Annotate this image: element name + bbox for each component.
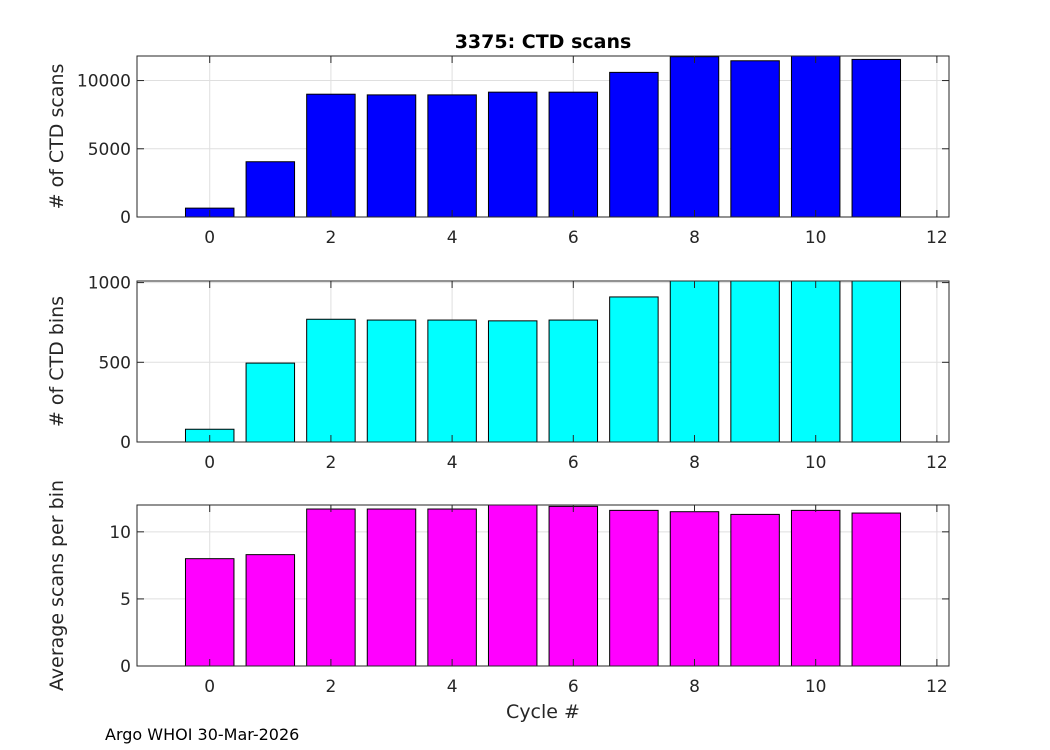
x-tick-label: 6 [568,677,579,697]
bar [669,280,720,443]
bar [790,280,841,443]
x-tick-label: 6 [568,453,579,473]
y-tick-label: 5 [120,590,131,610]
x-tick-label: 8 [689,228,700,248]
bar [487,504,538,667]
bar [790,509,841,667]
bar [548,505,599,667]
bar [730,60,780,218]
axes-box [136,55,950,218]
x-tick-label: 2 [325,677,336,697]
x-tick-label: 2 [325,453,336,473]
y-tick-label: 0 [120,433,131,453]
bar [427,508,477,667]
bar [548,319,599,443]
bar [427,94,477,218]
y-tick-label: 0 [120,208,131,228]
bar [306,93,356,218]
bar [851,280,902,443]
x-tick-label: 12 [926,228,948,248]
bar [306,318,356,443]
bar [245,554,296,667]
bar [366,508,417,667]
axes-box [136,280,950,443]
y-axis-label: # of CTD bins [46,296,68,427]
bar [669,56,720,218]
x-tick-label: 0 [204,677,215,697]
bar [548,91,599,218]
x-tick-label: 4 [447,228,458,248]
bar [366,94,417,218]
x-tick-label: 10 [805,677,827,697]
x-tick-label: 8 [689,453,700,473]
y-axis-label: Average scans per bin [46,480,68,691]
bar [487,91,538,218]
bar [245,362,296,443]
y-tick-label: 1000 [88,274,131,294]
y-axis-label: # of CTD scans [46,64,68,210]
bar [851,512,902,667]
axes-box [136,504,950,667]
bar [184,558,235,667]
y-tick-label: 0 [120,657,131,677]
bar [609,296,659,443]
x-tick-label: 12 [926,677,948,697]
bar [306,508,356,667]
x-tick-label: 4 [447,453,458,473]
footer-credit: Argo WHOI 30-Mar-2026 [105,725,300,744]
bar [730,513,780,667]
x-tick-label: 8 [689,677,700,697]
bar [851,58,902,218]
y-tick-label: 10000 [77,72,131,92]
bar [669,511,720,667]
bar [245,161,296,218]
x-tick-label: 2 [325,228,336,248]
x-tick-label: 12 [926,453,948,473]
x-tick-label: 4 [447,677,458,697]
y-tick-label: 5000 [88,140,131,160]
y-tick-label: 10 [109,523,131,543]
bar [609,509,659,667]
bar [609,71,659,218]
x-tick-label: 10 [805,228,827,248]
bar [427,319,477,443]
y-tick-label: 500 [99,353,131,373]
bar [730,280,780,443]
x-axis-label: Cycle # [506,701,580,723]
x-tick-label: 0 [204,453,215,473]
x-tick-label: 6 [568,228,579,248]
chart-panel-2: 0 2 4 6 8 10 12 0 500 1000 # of CTD bins [46,274,950,473]
x-tick-label: 0 [204,228,215,248]
bar [366,319,417,443]
chart-panel-3: 0 2 4 6 8 10 12 0 5 10 Average scans per bin Cycle … [46,480,950,723]
chart-panel-1: 0 2 4 6 8 10 12 0 5000 10000 # of CTD scans 3375: C… [46,31,950,248]
bar [487,320,538,443]
bar [790,55,841,218]
chart-title: 3375: CTD scans [455,31,632,53]
x-tick-label: 10 [805,453,827,473]
